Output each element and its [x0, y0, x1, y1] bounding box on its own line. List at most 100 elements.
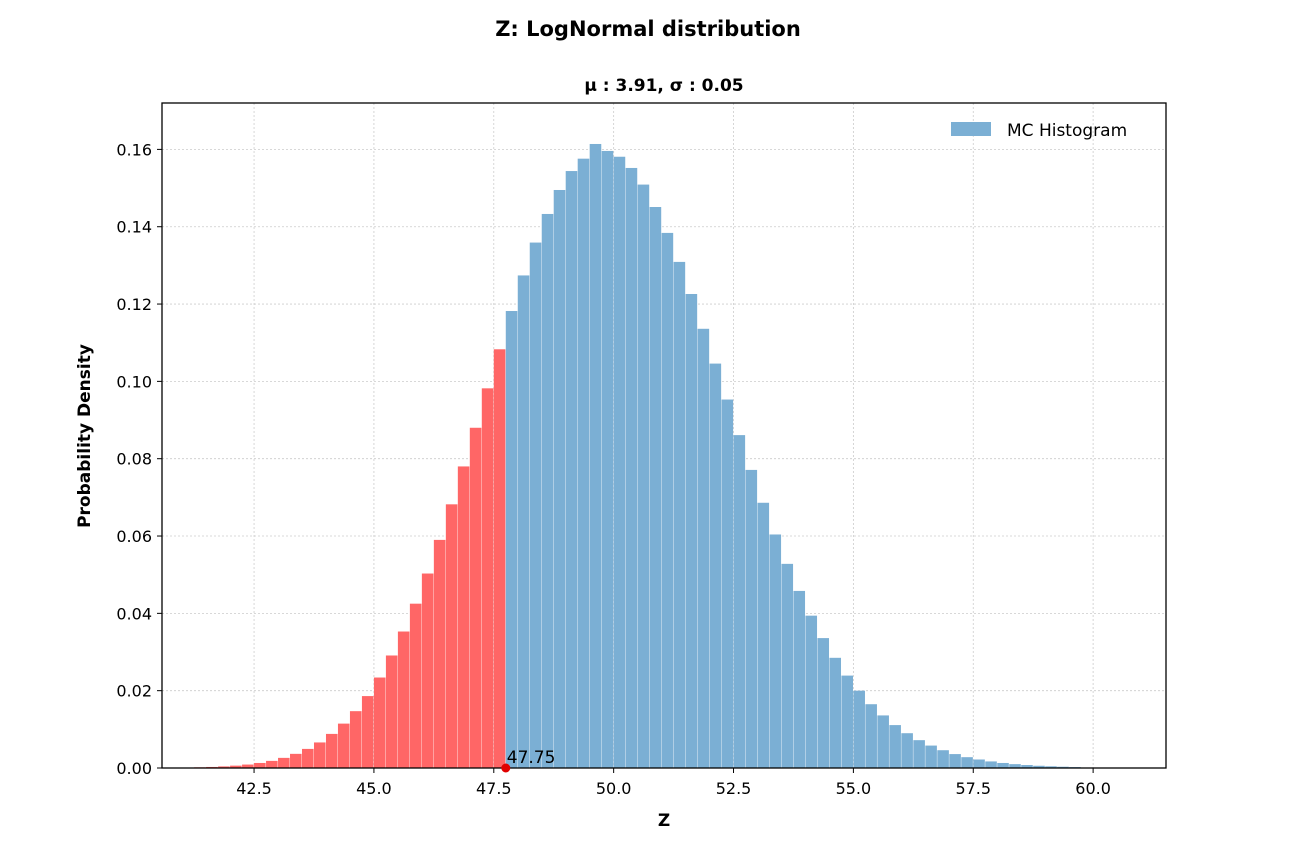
highlighted-bar: [409, 603, 422, 768]
histogram-bar: [625, 167, 638, 768]
histogram-bar: [685, 293, 698, 768]
highlighted-bar: [337, 723, 350, 768]
histogram-bar: [661, 232, 674, 768]
histogram-bar: [649, 207, 662, 768]
threshold-label: 47.75: [507, 748, 556, 768]
x-tick-label: 45.0: [356, 779, 392, 798]
plot-frame: [161, 102, 1167, 769]
histogram-bar: [793, 590, 806, 768]
legend-swatch: [951, 122, 991, 136]
x-tick-label: 47.5: [476, 779, 512, 798]
highlighted-bar: [266, 760, 278, 768]
histogram-bar: [829, 657, 842, 768]
histogram-bar: [757, 502, 770, 768]
histogram-bar: [589, 143, 602, 769]
highlighted-bar: [349, 711, 362, 768]
histogram-bar: [985, 761, 997, 768]
x-tick-label: 42.5: [236, 779, 272, 798]
histogram-bar: [877, 715, 889, 768]
histogram-bar: [541, 213, 554, 768]
y-axis: 0.00 0.02 0.04 0.06 0.08 0.10 0.12 0.14 0.16: [116, 140, 162, 778]
histogram-bar: [925, 745, 937, 768]
y-tick-label: 0.02: [116, 682, 152, 701]
histogram-bar: [697, 328, 710, 768]
y-tick-label: 0.06: [116, 527, 152, 546]
histogram-bar: [1021, 765, 1033, 768]
x-tick-label: 52.5: [716, 779, 752, 798]
highlighted-bar: [218, 766, 230, 768]
histogram-bar: [949, 754, 961, 768]
highlighted-bar: [385, 655, 398, 768]
histogram-bar: [1033, 765, 1045, 768]
histogram-bar: [577, 158, 590, 768]
highlighted-bar: [445, 504, 458, 768]
histogram-bar: [937, 750, 949, 768]
histogram-bar: [805, 615, 818, 768]
y-tick-label: 0.00: [116, 759, 152, 778]
highlighted-bar: [313, 742, 326, 768]
x-tick-label: 50.0: [596, 779, 632, 798]
histogram-bar: [745, 469, 758, 768]
histogram-bar: [733, 435, 746, 768]
highlighted-bar: [421, 573, 434, 768]
chart-title: Z: LogNormal distribution: [495, 17, 801, 41]
highlighted-bar: [230, 765, 242, 768]
highlighted-bar: [278, 757, 290, 768]
histogram-bar: [529, 242, 542, 768]
histogram-bar: [637, 184, 650, 768]
y-axis-label: Probability Density: [75, 344, 95, 528]
histogram-bar: [1045, 766, 1057, 768]
highlighted-bar: [457, 466, 470, 768]
highlighted-bar: [481, 388, 494, 768]
highlighted-bar: [433, 539, 446, 768]
histogram-bar: [901, 733, 913, 768]
histogram-bar: [565, 171, 578, 768]
highlighted-bar: [302, 748, 314, 768]
x-axis-label: Z: [658, 811, 670, 831]
histogram-bar: [913, 740, 925, 768]
histogram-bar: [721, 399, 734, 768]
x-tick-label: 55.0: [836, 779, 872, 798]
histogram-bar: [973, 759, 985, 768]
histogram-bar: [865, 704, 877, 768]
legend-label: MC Histogram: [1007, 121, 1127, 141]
highlighted-bar: [469, 427, 482, 768]
histogram-bar: [769, 534, 782, 768]
y-tick-label: 0.16: [116, 140, 152, 159]
histogram-bars: [194, 143, 1081, 769]
highlighted-bar: [254, 762, 266, 768]
histogram-bar: [613, 156, 626, 768]
x-tick-label: 60.0: [1075, 779, 1111, 798]
highlighted-bar: [493, 349, 506, 768]
histogram-bar: [961, 757, 973, 768]
chart-subtitle: μ : 3.91, σ : 0.05: [584, 76, 743, 96]
histogram-bar: [997, 762, 1009, 768]
histogram-bar: [853, 690, 865, 768]
histogram-bar: [841, 675, 853, 768]
histogram-bar: [1009, 764, 1021, 768]
histogram-bar: [817, 638, 830, 768]
y-tick-label: 0.10: [116, 372, 152, 391]
x-tick-label: 57.5: [955, 779, 991, 798]
highlighted-bar: [290, 753, 302, 768]
y-tick-label: 0.04: [116, 604, 152, 623]
threshold-annotation: 47.75: [501, 748, 555, 773]
histogram-bar: [553, 189, 566, 768]
histogram-bar: [601, 150, 614, 768]
legend: MC Histogram: [951, 121, 1127, 141]
histogram-bar: [673, 261, 686, 768]
histogram-bar: [505, 311, 518, 768]
highlighted-bar: [242, 764, 254, 768]
y-tick-label: 0.08: [116, 450, 152, 469]
highlighted-bar: [373, 677, 386, 768]
histogram-bar: [517, 275, 530, 768]
highlighted-bar: [325, 733, 338, 768]
threshold-marker: [501, 763, 511, 773]
highlighted-bar: [361, 696, 374, 768]
y-tick-label: 0.12: [116, 295, 152, 314]
histogram-bar: [781, 563, 794, 768]
histogram-bar: [709, 363, 722, 768]
x-axis: 42.5 45.0 47.5 50.0 52.5 55.0 57.5 60.0: [236, 768, 1111, 798]
y-tick-label: 0.14: [116, 218, 152, 237]
